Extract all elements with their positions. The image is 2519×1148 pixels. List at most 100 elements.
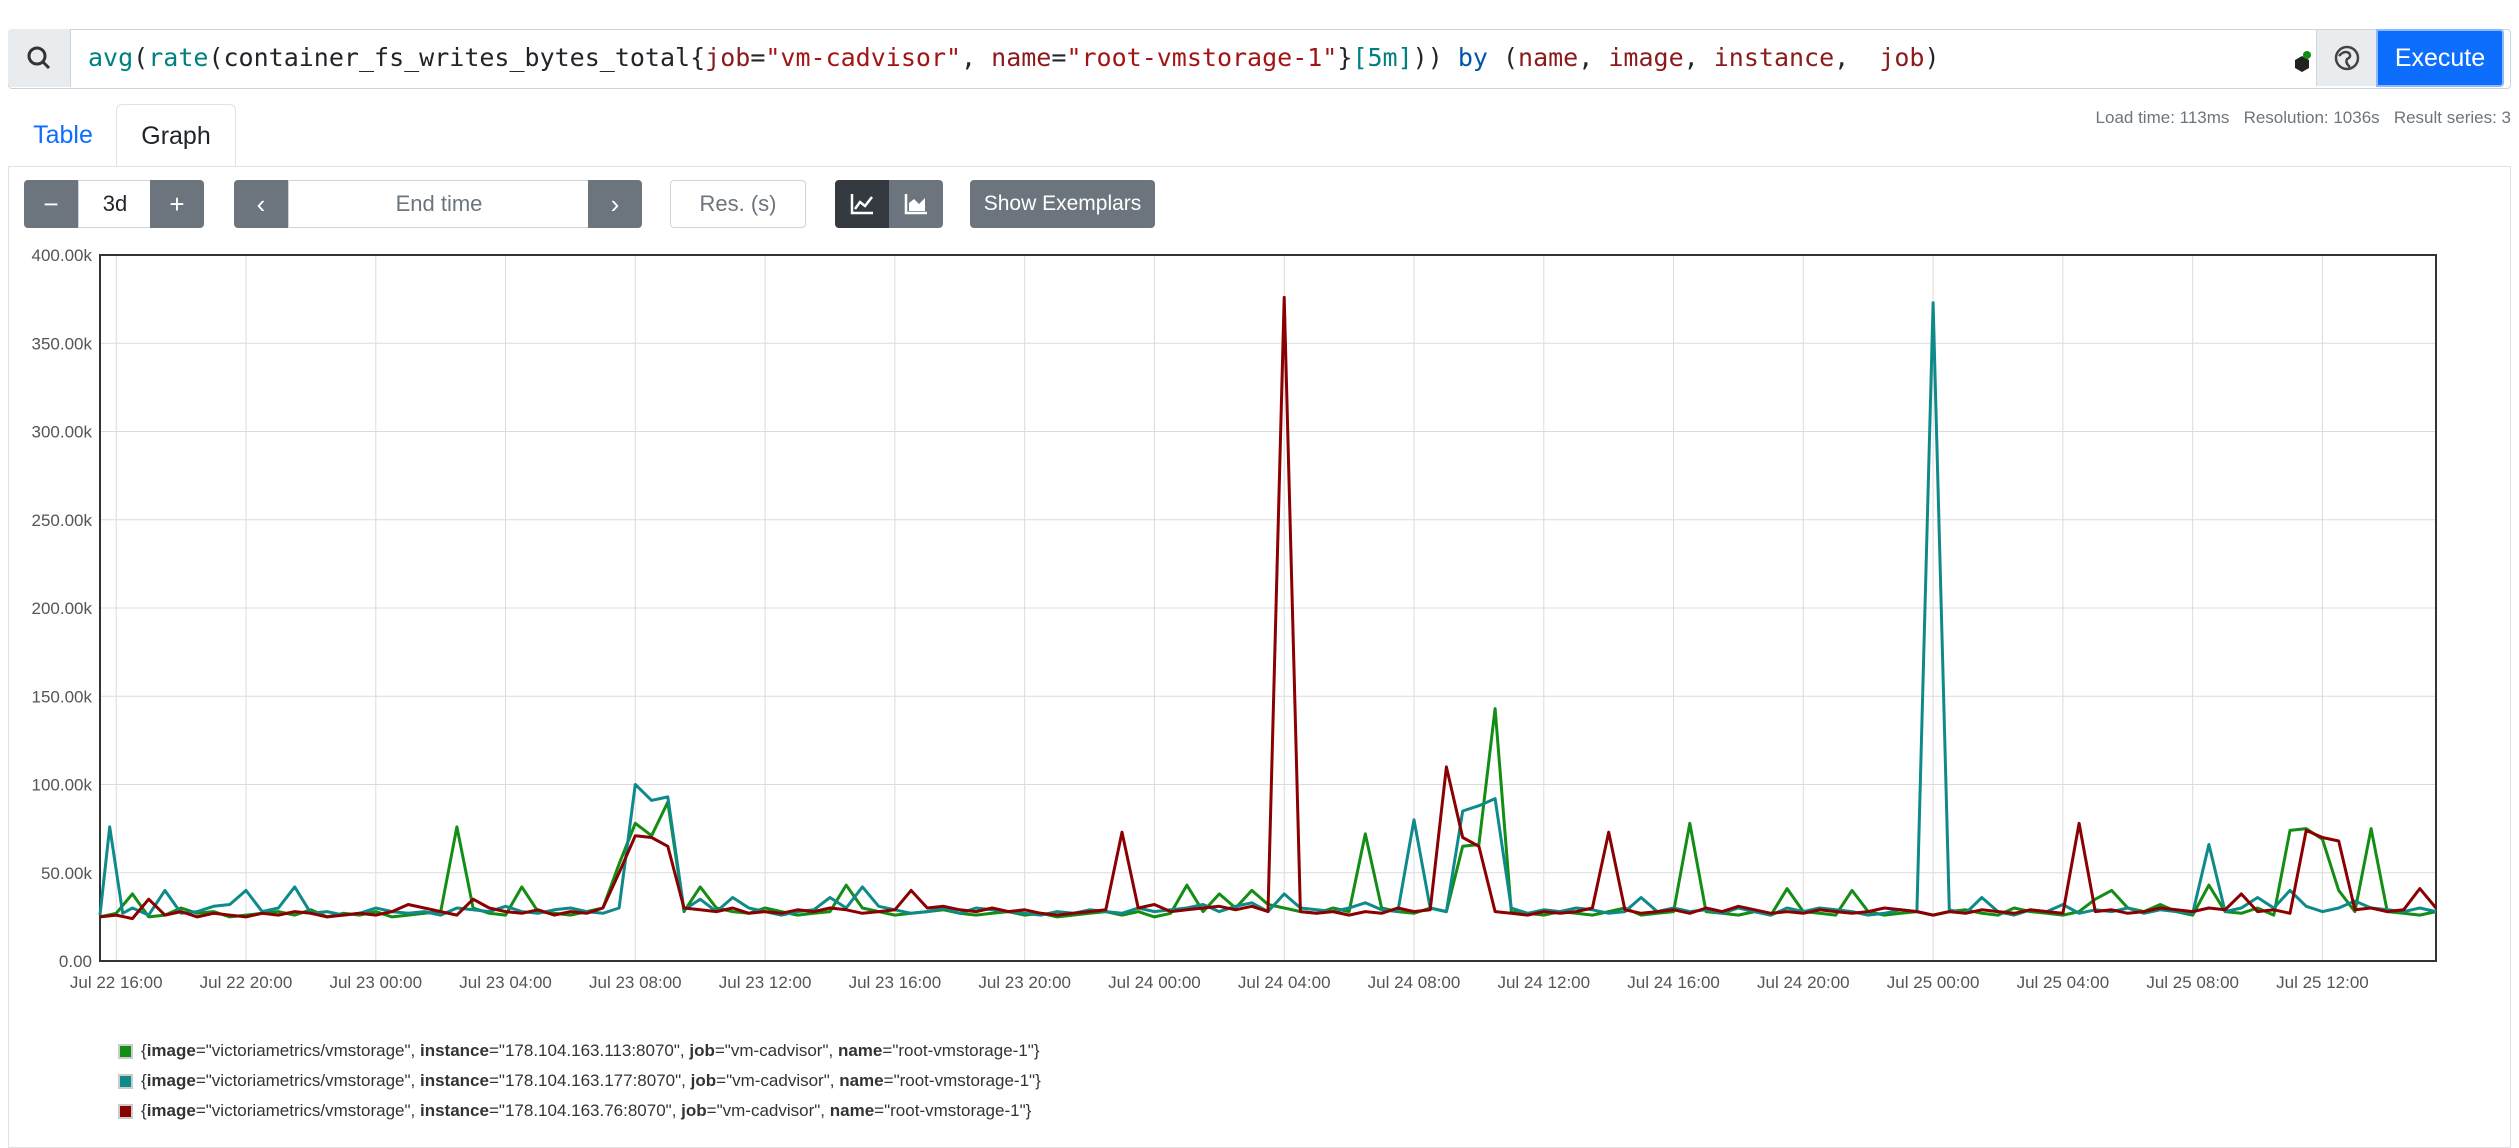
legend-label-key: job xyxy=(690,1071,717,1090)
y-tick-label: 350.00k xyxy=(32,334,93,353)
line-chart-icon xyxy=(850,194,873,215)
x-tick-label: Jul 23 20:00 xyxy=(978,973,1071,992)
legend-label-value: "178.104.163.76:8070" xyxy=(498,1101,672,1120)
x-tick-label: Jul 23 00:00 xyxy=(329,973,422,992)
legend-label-value: "root-vmstorage-1" xyxy=(884,1101,1026,1120)
legend-label-value: "178.104.163.113:8070" xyxy=(498,1041,680,1060)
chart: 0.00 50.00k 100.00k 150.00k 200.00k 250.00k 30… xyxy=(32,246,2438,992)
query-token: avg xyxy=(88,43,134,72)
unstacked-chart-button[interactable] xyxy=(835,180,889,228)
legend-label-value: "vm-cadvisor" xyxy=(724,1041,829,1060)
query-stats: Load time: 113ms Resolution: 1036s Resul… xyxy=(2095,108,2511,127)
x-tick-label: Jul 23 04:00 xyxy=(459,973,552,992)
legend-label-eq: = xyxy=(716,1071,727,1090)
search-icon-box xyxy=(8,29,71,87)
query-token: instance xyxy=(1713,43,1835,72)
resolution-input[interactable]: Res. (s) xyxy=(670,180,806,228)
search-icon xyxy=(27,46,51,70)
x-tick-label: Jul 23 08:00 xyxy=(589,973,682,992)
query-token: ) xyxy=(1924,43,1940,72)
x-tick-label: Jul 25 08:00 xyxy=(2146,973,2239,992)
legend-sep: , xyxy=(828,1041,838,1060)
tab-graph[interactable]: Graph xyxy=(116,104,236,167)
query-token: name xyxy=(991,43,1052,72)
legend-label-value: "178.104.163.177:8070" xyxy=(498,1071,682,1090)
plot-area xyxy=(99,254,2437,962)
legend-swatch xyxy=(118,1103,133,1119)
stacked-chart-button[interactable] xyxy=(889,180,943,228)
legend-label-eq: = xyxy=(195,1041,206,1060)
range-increase-button[interactable]: + xyxy=(150,180,204,228)
legend-label-key: image xyxy=(146,1041,196,1060)
execute-button[interactable]: Execute xyxy=(2376,29,2504,87)
legend-label-value: "root-vmstorage-1" xyxy=(892,1041,1034,1060)
y-tick-label: 50.00k xyxy=(41,864,93,883)
legend-label-key: name xyxy=(829,1101,875,1120)
legend-brace: } xyxy=(1033,1041,1040,1060)
end-time-input[interactable]: End time xyxy=(288,180,590,228)
query-editor[interactable] xyxy=(8,29,2511,89)
query-token: , xyxy=(1578,43,1609,72)
legend-label-key: instance xyxy=(420,1101,489,1120)
y-tick-label: 400.00k xyxy=(32,246,93,265)
x-tick-label: Jul 25 12:00 xyxy=(2276,973,2369,992)
end-time-prev-button[interactable]: ‹ xyxy=(234,180,288,228)
metrics-explorer-icon[interactable] xyxy=(2282,40,2312,76)
query-token: "root-vmstorage-1" xyxy=(1066,43,1338,72)
x-tick-label: Jul 24 12:00 xyxy=(1497,973,1590,992)
query-token: name xyxy=(1518,43,1579,72)
show-exemplars-button[interactable]: Show Exemplars xyxy=(970,180,1155,228)
x-tick-label: Jul 24 08:00 xyxy=(1368,973,1461,992)
x-tick-label: Jul 24 04:00 xyxy=(1238,973,1331,992)
query-token: } xyxy=(1337,43,1353,72)
legend-sep: , xyxy=(671,1101,682,1120)
query-token: "vm-cadvisor" xyxy=(765,43,962,72)
legend-item[interactable]: {image = "victoriametrics/vmstorage", inst… xyxy=(118,1041,1040,1061)
legend-brace: { xyxy=(141,1101,147,1120)
query-token: { xyxy=(690,43,706,72)
query-token: job xyxy=(1879,43,1925,72)
legend-swatch xyxy=(118,1043,133,1059)
legend-label-value: "victoriametrics/vmstorage" xyxy=(205,1101,411,1120)
legend-label-eq: = xyxy=(874,1101,885,1120)
legend-label-value: "vm-cadvisor" xyxy=(716,1101,821,1120)
query-token: = xyxy=(750,43,766,72)
globe-icon xyxy=(2334,45,2360,71)
legend-label-value: "victoriametrics/vmstorage" xyxy=(205,1041,411,1060)
x-tick-label: Jul 22 20:00 xyxy=(200,973,293,992)
legend-label-eq: = xyxy=(706,1101,717,1120)
legend-brace: } xyxy=(1035,1071,1041,1090)
range-decrease-button[interactable]: − xyxy=(24,180,78,228)
query-expression[interactable]: avg(rate(container_fs_writes_bytes_total… xyxy=(88,40,1940,76)
tab-table[interactable]: Table xyxy=(33,120,93,149)
x-tick-label: Jul 24 20:00 xyxy=(1757,973,1850,992)
legend-label-value: "root-vmstorage-1" xyxy=(893,1071,1036,1090)
globe-button[interactable] xyxy=(2316,30,2377,86)
legend-label-eq: = xyxy=(488,1071,499,1090)
legend-label-key: image xyxy=(146,1101,196,1120)
legend-label-eq: = xyxy=(488,1041,499,1060)
query-token: ( xyxy=(133,43,149,72)
x-tick-label: Jul 24 16:00 xyxy=(1627,973,1720,992)
legend-label-key: name xyxy=(839,1071,884,1090)
query-token: , xyxy=(1834,43,1880,72)
range-input[interactable]: 3d xyxy=(78,180,152,228)
series-line xyxy=(99,295,2438,921)
end-time-next-button[interactable]: › xyxy=(588,180,642,228)
legend-label-key: instance xyxy=(420,1041,489,1060)
legend-label-eq: = xyxy=(714,1041,725,1060)
legend-item[interactable]: {image = "victoriametrics/vmstorage", inst… xyxy=(118,1101,1031,1121)
legend-item[interactable]: {image = "victoriametrics/vmstorage", inst… xyxy=(118,1071,1041,1091)
y-tick-label: 250.00k xyxy=(32,511,93,530)
query-token: , xyxy=(961,43,992,72)
query-token: by xyxy=(1457,43,1488,72)
legend-sep: , xyxy=(410,1041,420,1060)
legend-label-key: name xyxy=(837,1041,883,1060)
query-token: [5m] xyxy=(1352,43,1413,72)
legend-label-value: "victoriametrics/vmstorage" xyxy=(205,1071,411,1090)
query-token: ( xyxy=(1487,43,1519,72)
series-line xyxy=(98,301,2437,917)
legend-brace: { xyxy=(141,1071,147,1090)
area-chart-icon xyxy=(904,194,927,215)
legend-sep: , xyxy=(820,1101,830,1120)
